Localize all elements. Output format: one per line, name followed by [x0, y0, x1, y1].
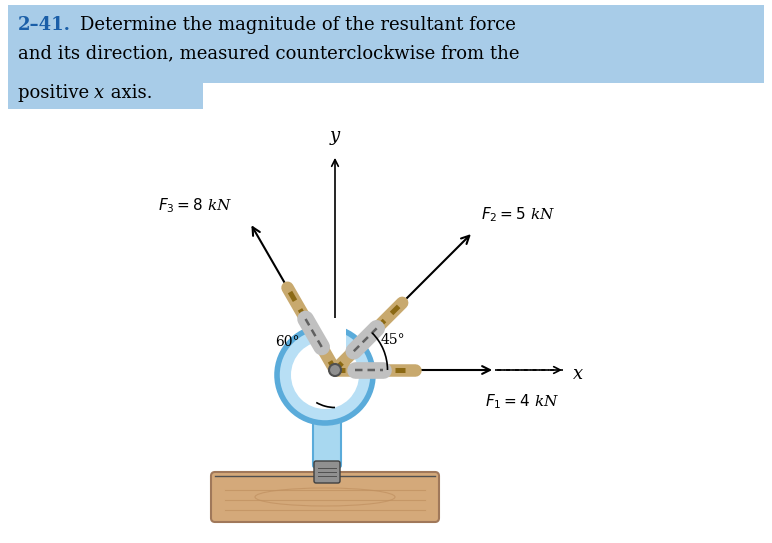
- Text: x: x: [573, 365, 583, 383]
- FancyBboxPatch shape: [211, 472, 439, 522]
- Circle shape: [291, 341, 359, 409]
- FancyBboxPatch shape: [318, 318, 346, 358]
- Text: $F_2 = 5$ kN: $F_2 = 5$ kN: [481, 205, 555, 224]
- Text: 45°: 45°: [381, 333, 405, 347]
- Circle shape: [329, 364, 341, 376]
- Text: $F_1 = 4$ kN: $F_1 = 4$ kN: [485, 392, 559, 411]
- FancyBboxPatch shape: [314, 461, 340, 483]
- Text: axis.: axis.: [105, 84, 153, 102]
- Text: Determine the magnitude of the resultant force: Determine the magnitude of the resultant…: [80, 16, 516, 34]
- Text: and its direction, measured counterclockwise from the: and its direction, measured counterclock…: [18, 44, 520, 62]
- FancyBboxPatch shape: [8, 83, 203, 109]
- Text: positive: positive: [18, 84, 95, 102]
- Text: 60°: 60°: [275, 335, 300, 349]
- FancyBboxPatch shape: [313, 387, 341, 468]
- FancyBboxPatch shape: [8, 5, 764, 83]
- Text: $F_3 = 8$ kN: $F_3 = 8$ kN: [157, 196, 232, 215]
- Text: 2–41.: 2–41.: [18, 16, 71, 34]
- Circle shape: [277, 327, 373, 423]
- Text: y: y: [330, 127, 340, 145]
- Text: x: x: [94, 84, 104, 102]
